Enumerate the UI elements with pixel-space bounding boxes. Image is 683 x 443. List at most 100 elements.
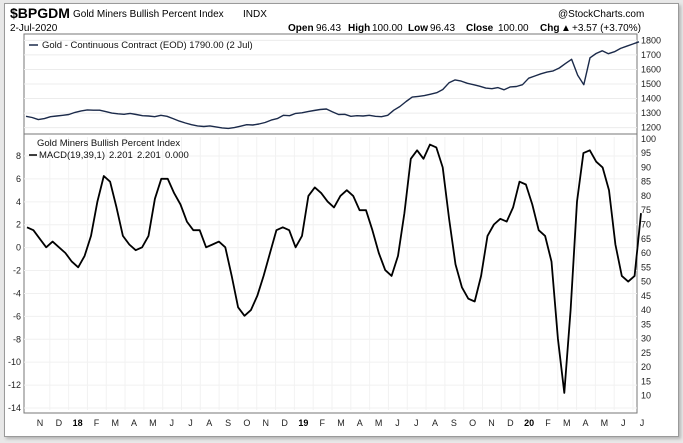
gold-y-tick: 1700 [641,50,661,60]
macd-y-tick: 8 [16,151,21,161]
x-tick-label: N [263,418,270,428]
bpi-y-tick: 30 [641,334,651,344]
bpi-y-tick: 100 [641,134,656,144]
bpi-y-tick: 70 [641,219,651,229]
x-tick-label: 19 [298,418,308,428]
gold-y-tick: 1600 [641,64,661,74]
macd-y-axis: 8 6 4 2 0 -2 -4 -6 -8 -10 -12 -14 [8,151,21,413]
chg-label: Chg [540,23,559,34]
bpi-y-tick: 35 [641,319,651,329]
x-axis: N D 18 F M A M J J A S O N D 19 F M A M J J A S O N D 20 F M A M J J [37,418,645,428]
macd-y-tick: 6 [16,174,21,184]
open-value: 96.43 [316,23,341,34]
x-tick-label: D [281,418,288,428]
macd-y-tick: -14 [8,403,21,413]
bpi-line [26,143,642,394]
bpi-y-tick: 15 [641,376,651,386]
macd-y-tick: -10 [8,357,21,367]
bpi-y-tick: 90 [641,162,651,172]
gold-y-tick: 1400 [641,94,661,104]
x-tick-label: A [357,418,363,428]
chg-arrow-icon: ▲ [561,23,571,34]
x-tick-label: S [225,418,231,428]
x-tick-label: J [169,418,174,428]
bpi-panel [23,133,638,414]
x-tick-label: F [545,418,551,428]
bpi-y-tick: 60 [641,248,651,258]
chart-canvas: $BPGDM Gold Miners Bullish Percent Index… [8,5,661,428]
x-tick-label: D [56,418,63,428]
exchange-label: INDX [243,9,267,20]
gold-y-tick: 1800 [641,35,661,45]
x-tick-label: O [243,418,250,428]
gold-series [25,41,640,130]
high-value: 100.00 [372,23,403,34]
macd-y-tick: -6 [13,311,21,321]
x-tick-label: J [640,418,645,428]
macd-legend-label: MACD(19,39,1) [39,150,105,161]
bpi-y-axis: 10 15 20 25 30 35 40 45 50 55 60 65 70 75 80 85 90 95 100 [641,134,656,401]
x-tick-label: A [432,418,438,428]
date-label: 2-Jul-2020 [10,23,58,34]
x-tick-label: N [37,418,44,428]
macd-legend-signal: 2.201 [137,150,161,161]
macd-y-tick: -4 [13,288,21,298]
bpi-y-tick: 10 [641,391,651,401]
bpi-series [26,143,642,394]
macd-legend-hist: 0.000 [165,150,189,161]
high-label: High [348,23,370,34]
bpi-y-tick: 80 [641,191,651,201]
low-value: 96.43 [430,23,455,34]
x-tick-label: M [601,418,609,428]
x-tick-label: 18 [73,418,83,428]
x-tick-label: J [395,418,400,428]
bpi-y-tick: 25 [641,348,651,358]
watermark: @StockCharts.com [558,9,644,20]
macd-y-tick: -12 [8,380,21,390]
bpi-y-tick: 65 [641,234,651,244]
bpi-y-tick: 85 [641,177,651,187]
x-tick-label: A [583,418,589,428]
x-tick-label: O [469,418,476,428]
bpi-y-tick: 95 [641,148,651,158]
x-tick-label: J [188,418,193,428]
x-tick-label: F [94,418,100,428]
x-tick-label: A [206,418,212,428]
open-label: Open [288,23,314,34]
index-name: Gold Miners Bullish Percent Index [73,9,224,20]
close-label: Close [466,23,494,34]
x-tick-label: M [375,418,383,428]
chg-value: +3.57 (+3.70%) [572,23,641,34]
gold-y-tick: 1300 [641,108,661,118]
x-tick-label: F [319,418,325,428]
macd-y-tick: -8 [13,334,21,344]
gridlines [24,39,637,410]
bpi-y-tick: 40 [641,305,651,315]
macd-legend-value: 2.201 [109,150,133,161]
bpi-y-tick: 20 [641,362,651,372]
x-tick-label: M [112,418,120,428]
macd-y-tick: 0 [16,243,21,253]
x-tick-label: J [414,418,419,428]
x-tick-label: A [131,418,137,428]
x-tick-label: D [507,418,514,428]
chart-frame: $BPGDM Gold Miners Bullish Percent Index… [4,3,679,437]
macd-y-tick: 4 [16,197,21,207]
x-tick-label: M [563,418,571,428]
gold-legend-label: Gold - Continuous Contract (EOD) 1790.00… [42,40,253,51]
low-label: Low [408,23,428,34]
gold-y-tick: 1500 [641,79,661,89]
bpi-y-tick: 55 [641,262,651,272]
x-tick-label: 20 [524,418,534,428]
x-tick-label: M [149,418,157,428]
bpi-legend-label: Gold Miners Bullish Percent Index [37,138,180,149]
symbol-label: $BPGDM [10,5,70,21]
x-tick-label: M [337,418,345,428]
x-tick-label: S [451,418,457,428]
bpi-y-tick: 50 [641,277,651,287]
gold-line [25,41,640,130]
x-tick-label: N [488,418,495,428]
close-value: 100.00 [498,23,529,34]
macd-y-tick: -2 [13,266,21,276]
x-tick-label: J [621,418,626,428]
